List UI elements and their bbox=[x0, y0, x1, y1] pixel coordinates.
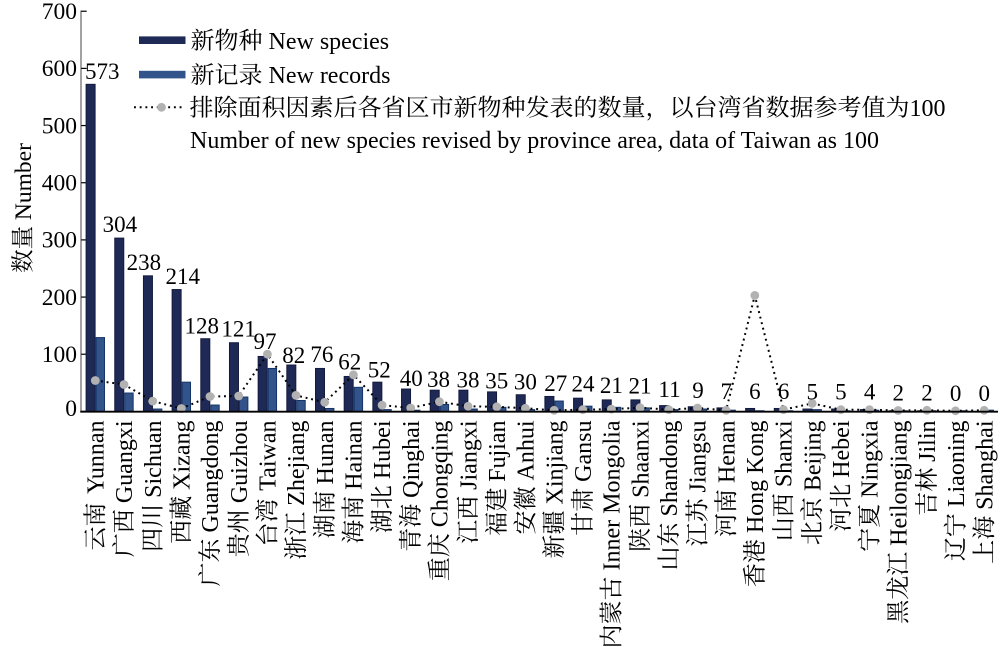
svg-text:Guangxi: Guangxi bbox=[112, 420, 138, 503]
svg-text:Hebei: Hebei bbox=[829, 420, 855, 478]
svg-text:100: 100 bbox=[42, 342, 77, 368]
svg-text:0: 0 bbox=[950, 381, 962, 406]
svg-text:100: 100 bbox=[910, 96, 946, 122]
svg-text:500: 500 bbox=[42, 113, 77, 139]
svg-text:300: 300 bbox=[42, 228, 77, 254]
svg-text:Chongqing: Chongqing bbox=[428, 421, 454, 528]
svg-text:40: 40 bbox=[400, 366, 423, 391]
svg-text:6: 6 bbox=[778, 379, 790, 404]
svg-text:Taiwan: Taiwan bbox=[256, 421, 282, 491]
svg-text:82: 82 bbox=[282, 343, 305, 368]
svg-text:Hunan: Hunan bbox=[313, 421, 339, 485]
svg-text:304: 304 bbox=[103, 212, 138, 237]
svg-text:Heilongjiang: Heilongjiang bbox=[886, 421, 912, 546]
svg-text:35: 35 bbox=[485, 369, 508, 394]
svg-text:Xizang: Xizang bbox=[170, 421, 196, 490]
svg-text:30: 30 bbox=[514, 370, 537, 395]
svg-text:700: 700 bbox=[42, 0, 77, 25]
svg-text:Hubei: Hubei bbox=[370, 420, 396, 479]
svg-text:4: 4 bbox=[864, 380, 876, 405]
svg-text:Inner Mongolia: Inner Mongolia bbox=[600, 420, 626, 570]
svg-text:200: 200 bbox=[42, 285, 77, 311]
svg-text:Beijing: Beijing bbox=[800, 421, 826, 492]
svg-text:38: 38 bbox=[457, 367, 480, 392]
svg-text:Jiangsu: Jiangsu bbox=[686, 421, 712, 493]
svg-text:24: 24 bbox=[572, 371, 596, 396]
svg-text:Shanghai: Shanghai bbox=[972, 420, 998, 510]
svg-text:New species: New species bbox=[269, 29, 390, 55]
svg-text:0: 0 bbox=[65, 396, 77, 422]
svg-text:Fujian: Fujian bbox=[485, 421, 511, 482]
svg-text:11: 11 bbox=[658, 377, 680, 402]
svg-text:Guangdong: Guangdong bbox=[198, 421, 224, 533]
svg-text:Hainan: Hainan bbox=[342, 421, 368, 490]
svg-text:Henan: Henan bbox=[714, 421, 740, 484]
svg-text:5: 5 bbox=[807, 379, 819, 404]
svg-text:214: 214 bbox=[166, 264, 201, 289]
svg-text:Hong Kong: Hong Kong bbox=[743, 421, 769, 534]
svg-text:238: 238 bbox=[127, 250, 162, 275]
svg-text:Shandong: Shandong bbox=[657, 421, 683, 517]
svg-text:21: 21 bbox=[600, 373, 623, 398]
svg-text:Qinghai: Qinghai bbox=[399, 420, 425, 498]
svg-text:121: 121 bbox=[221, 317, 256, 342]
svg-text:38: 38 bbox=[427, 367, 450, 392]
svg-text:62: 62 bbox=[338, 349, 361, 374]
svg-text:New records: New records bbox=[269, 63, 391, 89]
svg-text:2: 2 bbox=[893, 380, 905, 405]
svg-text:Gansu: Gansu bbox=[571, 421, 597, 482]
svg-text:Shaanxi: Shaanxi bbox=[628, 420, 654, 498]
svg-text:27: 27 bbox=[544, 371, 567, 396]
svg-text:Number of new species revised: Number of new species revised by provinc… bbox=[190, 128, 879, 154]
svg-text:Ningxia: Ningxia bbox=[858, 420, 884, 498]
svg-text:573: 573 bbox=[85, 59, 120, 84]
svg-text:Jilin: Jilin bbox=[915, 421, 941, 462]
svg-text:Anhui: Anhui bbox=[514, 420, 540, 480]
svg-text:Xinjiang: Xinjiang bbox=[542, 421, 568, 505]
svg-text:2: 2 bbox=[921, 380, 933, 405]
svg-text:Number: Number bbox=[11, 143, 37, 220]
svg-text:0: 0 bbox=[979, 381, 991, 406]
svg-text:5: 5 bbox=[835, 379, 847, 404]
svg-text:Jiangxi: Jiangxi bbox=[456, 420, 482, 490]
svg-text:128: 128 bbox=[184, 314, 219, 339]
svg-text:9: 9 bbox=[692, 378, 704, 403]
svg-text:Yunnan: Yunnan bbox=[84, 421, 110, 494]
svg-text:Shanxi: Shanxi bbox=[772, 420, 798, 487]
svg-text:600: 600 bbox=[42, 56, 77, 82]
svg-text:Sichuan: Sichuan bbox=[141, 421, 167, 498]
svg-text:Liaoning: Liaoning bbox=[944, 421, 970, 508]
svg-text:Zhejiang: Zhejiang bbox=[284, 421, 310, 506]
svg-text:52: 52 bbox=[368, 358, 391, 383]
svg-text:6: 6 bbox=[749, 379, 761, 404]
svg-text:97: 97 bbox=[254, 329, 277, 354]
svg-text:76: 76 bbox=[310, 342, 333, 367]
svg-text:Guizhou: Guizhou bbox=[227, 421, 253, 504]
svg-text:21: 21 bbox=[629, 373, 652, 398]
svg-text:400: 400 bbox=[42, 171, 77, 197]
svg-text:7: 7 bbox=[720, 379, 732, 404]
